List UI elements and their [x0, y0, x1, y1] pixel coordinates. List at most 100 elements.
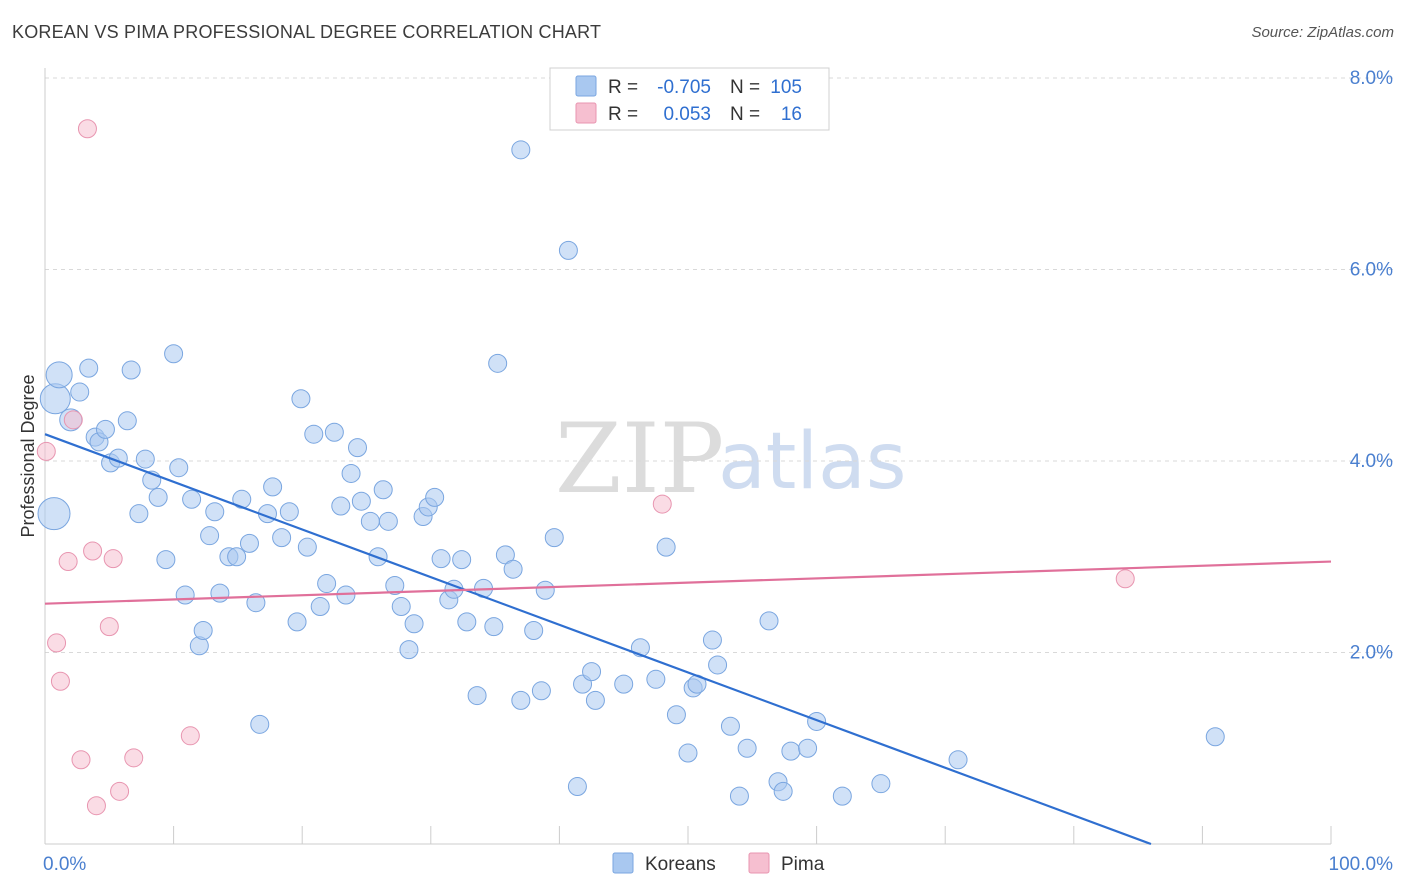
koreans-point-35	[272, 528, 292, 548]
koreans-point-48	[351, 491, 371, 511]
x-axis-ticks	[44, 826, 1332, 844]
pima-point-8	[86, 796, 106, 816]
koreans-point-104	[1205, 727, 1225, 747]
y-axis-title: Professional Degree	[18, 374, 38, 537]
y-tick-label-8: 8.0%	[1350, 68, 1393, 89]
koreans-point-68	[488, 353, 508, 373]
pima-point-5	[71, 750, 91, 770]
koreans-point-1	[39, 383, 71, 415]
koreans-point-17	[156, 550, 176, 570]
watermark-atlas: atlas	[718, 417, 907, 507]
pima-point-14	[652, 494, 672, 514]
koreans-point-102	[871, 774, 891, 794]
koreans-point-53	[385, 575, 405, 595]
koreans-point-64	[457, 612, 477, 632]
koreans-point-16	[148, 487, 168, 507]
y-tick-label-6: 6.0%	[1350, 260, 1393, 281]
koreans-point-20	[175, 585, 195, 605]
koreans-point-76	[544, 528, 564, 548]
koreans-point-31	[246, 593, 266, 613]
koreans-point-23	[193, 620, 213, 640]
koreans-point-84	[646, 669, 666, 689]
x-axis-tick-labels: 0.0% 100.0%	[43, 854, 1393, 875]
koreans-point-12	[121, 360, 141, 380]
koreans-point-97	[773, 781, 793, 801]
koreans-point-26	[210, 583, 230, 603]
pima-r-value: 0.053	[663, 104, 711, 125]
koreans-point-82	[614, 674, 634, 694]
koreans-point-14	[135, 449, 155, 469]
koreans-point-54	[391, 597, 411, 617]
koreans-trend-line	[44, 433, 1152, 846]
koreans-point-85	[656, 537, 676, 557]
koreans-point-103	[948, 750, 968, 770]
x-tick-label-max: 100.0%	[1329, 854, 1394, 875]
series-legend: Koreans Pima	[612, 852, 825, 875]
y-tick-label-2: 2.0%	[1350, 643, 1393, 664]
koreans-point-32	[250, 714, 270, 734]
koreans-point-11	[117, 411, 137, 431]
chart-title: KOREAN VS PIMA PROFESSIONAL DEGREE CORRE…	[12, 22, 602, 42]
pima-swatch	[575, 102, 597, 124]
koreans-point-81	[585, 690, 605, 710]
koreans-point-71	[511, 140, 531, 160]
koreans-point-78	[567, 777, 587, 797]
koreans-point-46	[341, 463, 361, 483]
koreans-point-75	[535, 580, 555, 600]
koreans-point-21	[182, 489, 202, 509]
koreans-point-93	[729, 786, 749, 806]
legend-pima-swatch	[748, 852, 770, 874]
koreans-point-70	[503, 559, 523, 579]
koreans-point-91	[708, 655, 728, 675]
koreans-point-60	[431, 549, 451, 569]
pima-r-label: R =	[608, 104, 638, 125]
koreans-point-49	[360, 511, 380, 531]
pima-point-0	[36, 441, 56, 461]
y-tick-label-4: 4.0%	[1350, 451, 1393, 472]
koreans-point-47	[347, 438, 367, 458]
koreans-point-65	[467, 686, 487, 706]
correlation-legend: R = -0.705 N = 105 R = 0.053 N = 16	[549, 67, 830, 131]
koreans-point-44	[331, 496, 351, 516]
koreans-point-25	[205, 502, 225, 522]
koreans-point-29	[232, 489, 252, 509]
koreans-point-56	[404, 614, 424, 634]
koreans-point-0	[37, 497, 71, 531]
koreans-point-101	[832, 786, 852, 806]
koreans-point-13	[129, 504, 149, 524]
koreans-n-value: 105	[770, 77, 802, 98]
legend-koreans-label: Koreans	[645, 854, 716, 875]
pima-point-2	[50, 671, 70, 691]
pima-points	[36, 119, 1135, 816]
pima-point-13	[180, 726, 200, 746]
koreans-point-34	[263, 477, 283, 497]
koreans-point-80	[582, 662, 602, 682]
pima-point-10	[103, 549, 123, 569]
pima-point-15	[1115, 569, 1135, 589]
koreans-point-39	[297, 537, 317, 557]
koreans-point-38	[291, 389, 311, 409]
koreans-point-90	[702, 630, 722, 650]
koreans-point-63	[452, 550, 472, 570]
koreans-point-73	[524, 620, 544, 640]
pima-point-4	[63, 410, 83, 430]
koreans-point-28	[227, 547, 247, 567]
koreans-r-value: -0.705	[657, 77, 711, 98]
koreans-point-95	[759, 611, 779, 631]
pima-point-11	[110, 781, 130, 801]
pima-n-label: N =	[730, 104, 760, 125]
koreans-point-18	[164, 344, 184, 364]
trend-lines	[44, 433, 1332, 846]
koreans-point-43	[324, 422, 344, 442]
koreans-point-37	[287, 612, 307, 632]
pima-point-1	[47, 633, 67, 653]
koreans-point-87	[678, 743, 698, 763]
koreans-point-36	[279, 502, 299, 522]
koreans-point-99	[798, 738, 818, 758]
koreans-point-55	[399, 640, 419, 660]
koreans-point-41	[310, 597, 330, 617]
koreans-point-30	[239, 533, 259, 553]
pima-point-6	[77, 119, 97, 139]
source-credit: Source: ZipAtlas.com	[1251, 24, 1394, 41]
